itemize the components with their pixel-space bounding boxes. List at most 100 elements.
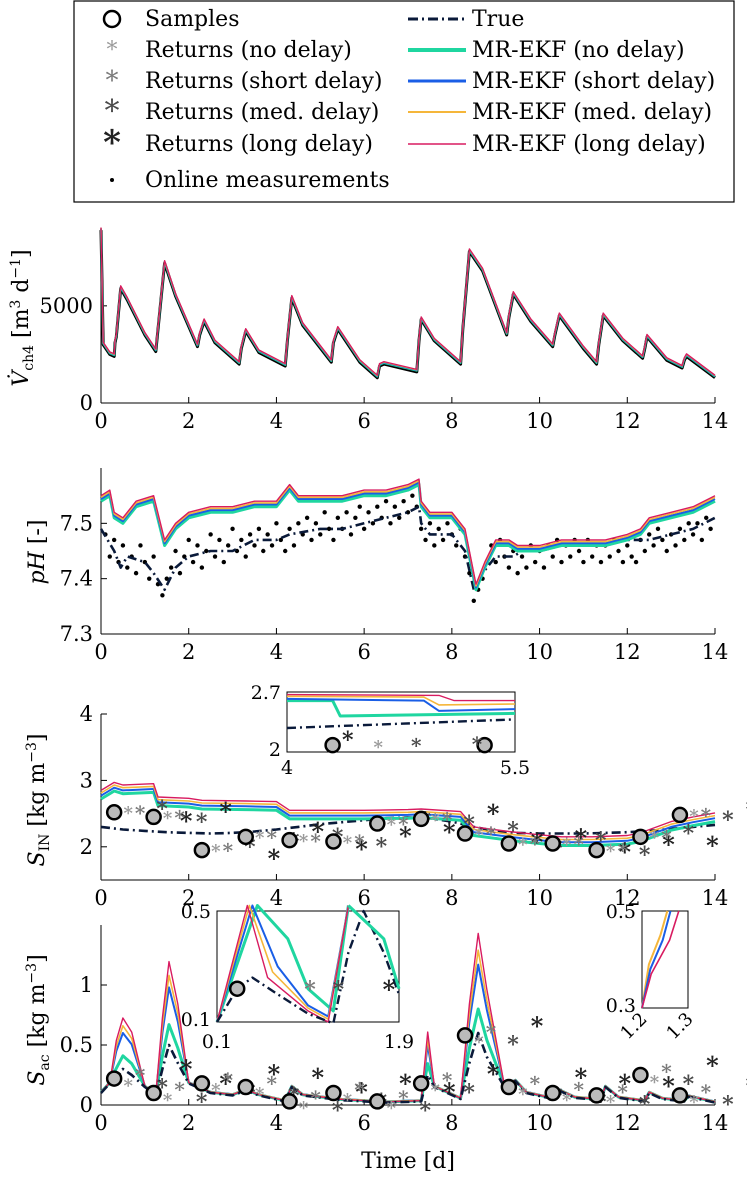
ph-online-point [247, 532, 253, 537]
sac-sample-marker [588, 1087, 605, 1104]
ph-online-point [190, 559, 196, 565]
sac-sample-marker [237, 1078, 254, 1096]
sac-inset-left-return-med-marker: * [333, 977, 345, 1003]
legend-ret-med-marker: * [105, 94, 120, 129]
sac-return-none-marker: * [343, 1090, 353, 1111]
sin-return-short-marker: * [442, 808, 453, 832]
sin-return-med-marker: * [196, 809, 208, 835]
sin-return-med-marker: * [639, 842, 651, 868]
sac-return-short-marker: * [617, 1080, 628, 1104]
ph-online-point [230, 526, 235, 532]
sac-xtick-label: 10 [526, 1111, 553, 1135]
ph-series [99, 478, 716, 603]
sin-inset-ekf-long-line [286, 693, 515, 702]
legend-samples-label: Samples [145, 7, 239, 32]
vch4-xtick-label: 6 [357, 409, 370, 433]
ph-true-line [99, 505, 716, 591]
sin-return-none-marker: * [689, 806, 699, 827]
vch4-xtick-label: 14 [702, 409, 729, 433]
sac-return-none-marker: * [123, 1075, 133, 1096]
vch4-ytick-label: 5000 [40, 294, 93, 318]
sac-axes: 0 2 4 6 8 10 12 14 0 0.5 1 [60, 925, 729, 1135]
sac-return-none-marker: * [255, 1084, 265, 1105]
ph-online-point [173, 548, 178, 554]
ph-online-point [423, 537, 428, 543]
sin-inset-ytick-label: 2 [269, 739, 281, 761]
sin-return-short-marker: * [398, 812, 409, 836]
ph-online-point [331, 537, 336, 543]
sac-return-short-marker: * [354, 1078, 365, 1102]
sin-return-none-marker: * [163, 808, 173, 829]
sac-return-long-marker: * [487, 1060, 500, 1089]
ph-online-point [418, 526, 424, 532]
ph-online-point [576, 548, 582, 554]
ph-online-point [252, 543, 257, 548]
ph-online-point [590, 554, 595, 559]
sac-inset-left-frame [216, 910, 400, 1023]
sin-return-none-marker: * [255, 828, 265, 849]
sac-inset-left: * * * 0.1 1.9 0.5 0.1 [181, 901, 414, 1053]
sin-return-none-marker: * [211, 841, 221, 862]
sac-sample-marker [544, 1084, 561, 1102]
ph-online-point [287, 526, 292, 532]
ph-online-point [204, 548, 209, 554]
vch4-xtick-label: 8 [445, 409, 458, 433]
ph-online-point [568, 554, 573, 559]
sac-return-none-marker: * [211, 1080, 221, 1101]
sac-return-med-marker: * [639, 1092, 651, 1118]
sin-return-none-marker: * [299, 831, 309, 852]
ph-online-point [313, 521, 319, 526]
sac-return-none-marker: * [562, 1090, 572, 1111]
sac-return-med-marker: * [722, 1092, 734, 1118]
sin-sample-marker [237, 828, 254, 846]
ph-online-point [524, 565, 529, 570]
sin-inset-ekf-med-line [286, 695, 516, 706]
legend-ret-long-label: Returns (long delay) [145, 132, 373, 157]
sin-sample-marker [193, 841, 211, 859]
sac-inset-right-ytick-label: 0.3 [606, 995, 636, 1017]
ph-online-point [581, 559, 586, 565]
sac-return-none-marker: * [518, 1084, 528, 1105]
sac-return-long-marker: * [180, 1055, 193, 1084]
ph-online-point [515, 570, 520, 576]
ph-xtick-label: 0 [94, 640, 107, 664]
sac-return-short-marker: * [266, 1072, 277, 1096]
sin-return-long-marker: * [531, 828, 544, 857]
sin-return-long-marker: * [746, 795, 747, 824]
sin-return-short-marker: * [573, 832, 584, 856]
ph-online-point [506, 565, 512, 570]
vch4-xtick-label: 12 [614, 409, 641, 433]
sac-inset-right-ekf-short-line [641, 910, 672, 1009]
sin-xtick-label: 2 [182, 886, 195, 910]
sac-return-short-marker: * [174, 1078, 185, 1102]
sin-return-none-marker: * [606, 841, 616, 862]
sac-return-short-marker: * [573, 1078, 584, 1102]
sac-inset-left-sample-marker [228, 980, 246, 997]
sin-return-none-marker: * [474, 824, 484, 845]
ph-xtick-label: 2 [182, 640, 195, 664]
ph-online-point [686, 521, 691, 526]
sin-inset-true-line [286, 718, 516, 730]
sin-xtick-label: 6 [357, 886, 370, 910]
sin-return-long-marker: * [355, 834, 368, 863]
sin-inset-sample-marker [324, 736, 341, 754]
ph-online-point [436, 526, 441, 532]
sac-inset-left-ytick-label: 0.1 [181, 1009, 211, 1031]
sin-sample-marker [500, 835, 518, 852]
sac-xtick-label: 4 [270, 1111, 283, 1135]
sin-return-none-marker: * [430, 810, 440, 831]
ph-online-point [620, 559, 626, 565]
sin-return-long-marker: * [706, 831, 719, 860]
ph-online-point [147, 576, 152, 581]
sac-xtick-label: 0 [94, 1111, 107, 1135]
vch4-xtick-label: 10 [526, 409, 553, 433]
ph-online-point [677, 526, 683, 532]
legend: Samples * Returns (no delay) * Returns (… [73, 0, 735, 203]
ph-online-point [256, 526, 262, 532]
sac-return-short-marker: * [223, 1068, 234, 1092]
ph-online-point [199, 565, 205, 570]
sac-xtick-label: 14 [702, 1111, 729, 1135]
ph-online-point [296, 521, 301, 526]
sin-return-short-marker: * [486, 822, 497, 846]
sac-return-long-marker: * [311, 1063, 324, 1092]
